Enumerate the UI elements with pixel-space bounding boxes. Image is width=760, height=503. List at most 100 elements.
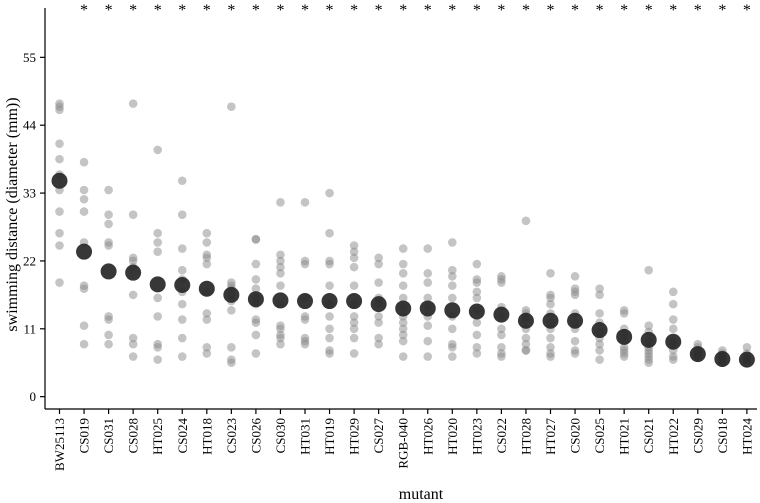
x-tick-label: HT025 bbox=[150, 418, 165, 455]
replicate-point bbox=[251, 349, 261, 358]
mean-point bbox=[567, 312, 584, 329]
y-tick-label: 22 bbox=[23, 253, 36, 268]
replicate-point bbox=[276, 262, 285, 272]
replicate-point bbox=[128, 256, 138, 266]
replicate-point bbox=[742, 343, 752, 352]
x-tick-label: HT021 bbox=[617, 418, 632, 455]
significance-star: * bbox=[448, 2, 456, 19]
significance-star: * bbox=[620, 2, 628, 19]
replicate-point bbox=[128, 99, 138, 108]
significance-star: * bbox=[547, 2, 555, 19]
replicate-point bbox=[104, 315, 113, 324]
replicate-point bbox=[202, 309, 212, 318]
mean-point bbox=[517, 312, 534, 329]
x-tick-label: CS023 bbox=[224, 418, 239, 453]
replicate-point bbox=[153, 343, 162, 352]
replicate-point bbox=[546, 352, 555, 361]
x-tick-label: CS030 bbox=[273, 418, 288, 453]
replicate-point bbox=[55, 241, 64, 250]
replicate-point bbox=[374, 333, 383, 343]
replicate-point bbox=[546, 333, 555, 343]
replicate-point bbox=[374, 253, 383, 263]
replicate-point bbox=[423, 244, 433, 253]
replicate-point bbox=[79, 339, 89, 349]
replicate-point bbox=[251, 330, 261, 340]
significance-star: * bbox=[743, 2, 751, 19]
replicate-point bbox=[497, 330, 506, 340]
mean-point bbox=[100, 263, 117, 280]
replicate-point bbox=[104, 330, 113, 340]
replicate-point bbox=[128, 339, 138, 349]
replicate-point bbox=[325, 324, 334, 334]
replicate-point bbox=[325, 349, 334, 358]
replicate-point bbox=[325, 228, 334, 238]
x-tick-label: HT024 bbox=[739, 418, 754, 455]
replicate-point bbox=[177, 333, 187, 343]
mean-point bbox=[174, 276, 191, 293]
replicate-point bbox=[177, 244, 187, 253]
mean-point bbox=[51, 172, 68, 189]
significance-star: * bbox=[571, 2, 579, 19]
replicate-point bbox=[595, 290, 604, 300]
replicate-point bbox=[202, 259, 212, 269]
replicate-point bbox=[448, 352, 457, 361]
replicate-point bbox=[104, 241, 113, 250]
replicate-point bbox=[398, 336, 408, 346]
replicate-point bbox=[251, 259, 261, 269]
significance-star: * bbox=[399, 2, 407, 19]
mean-point bbox=[76, 243, 93, 260]
significance-star: * bbox=[694, 2, 702, 19]
y-tick-label: 33 bbox=[23, 186, 36, 201]
x-tick-label: HT026 bbox=[420, 418, 435, 455]
replicate-point bbox=[374, 278, 383, 287]
replicate-point bbox=[79, 194, 89, 204]
mean-point bbox=[247, 291, 264, 308]
significance-star: * bbox=[718, 2, 726, 19]
replicate-point bbox=[349, 318, 359, 327]
replicate-point bbox=[55, 154, 64, 164]
mean-point bbox=[321, 293, 338, 310]
replicate-point bbox=[521, 216, 531, 226]
replicate-point bbox=[398, 318, 408, 327]
replicate-point bbox=[423, 268, 433, 278]
replicate-point bbox=[153, 228, 162, 238]
replicate-point bbox=[472, 349, 482, 358]
replicate-point bbox=[153, 145, 162, 155]
replicate-point bbox=[177, 299, 187, 309]
replicate-point bbox=[472, 343, 482, 352]
significance-star: * bbox=[326, 2, 334, 19]
x-tick-label: HT028 bbox=[518, 418, 533, 455]
replicate-point bbox=[227, 358, 236, 368]
significance-star: * bbox=[252, 2, 260, 19]
significance-markers: * * * * * * * * * * * * * * * * * * * * * * * * * * * * bbox=[80, 2, 751, 19]
replicate-point bbox=[595, 284, 604, 294]
replicate-point bbox=[398, 259, 408, 269]
replicate-point bbox=[55, 207, 64, 216]
replicate-point bbox=[595, 309, 604, 318]
replicate-point bbox=[595, 346, 604, 355]
y-axis-ticks: 0 11 22 33 44 55 bbox=[23, 50, 45, 404]
replicate-point bbox=[251, 284, 261, 294]
replicate-point bbox=[55, 139, 64, 149]
replicate-point bbox=[423, 278, 433, 287]
replicate-point bbox=[595, 339, 604, 349]
x-tick-label: CS022 bbox=[494, 418, 509, 453]
replicate-point bbox=[202, 238, 212, 247]
replicate-point bbox=[177, 315, 187, 324]
x-tick-label: CS018 bbox=[715, 418, 730, 453]
y-tick-label: 11 bbox=[23, 321, 36, 336]
replicate-point bbox=[153, 355, 162, 364]
replicate-point bbox=[619, 352, 629, 361]
significance-star: * bbox=[129, 2, 137, 19]
replicate-point bbox=[276, 333, 285, 343]
replicate-point bbox=[644, 265, 653, 275]
significance-star: * bbox=[497, 2, 505, 19]
replicate-point bbox=[472, 259, 482, 269]
replicate-point bbox=[668, 324, 678, 334]
x-tick-label: CS031 bbox=[101, 418, 116, 453]
replicate-point bbox=[521, 339, 531, 349]
replicate-point bbox=[546, 293, 555, 303]
significance-star: * bbox=[154, 2, 162, 19]
mean-point bbox=[542, 312, 559, 329]
replicate-point bbox=[79, 185, 89, 195]
